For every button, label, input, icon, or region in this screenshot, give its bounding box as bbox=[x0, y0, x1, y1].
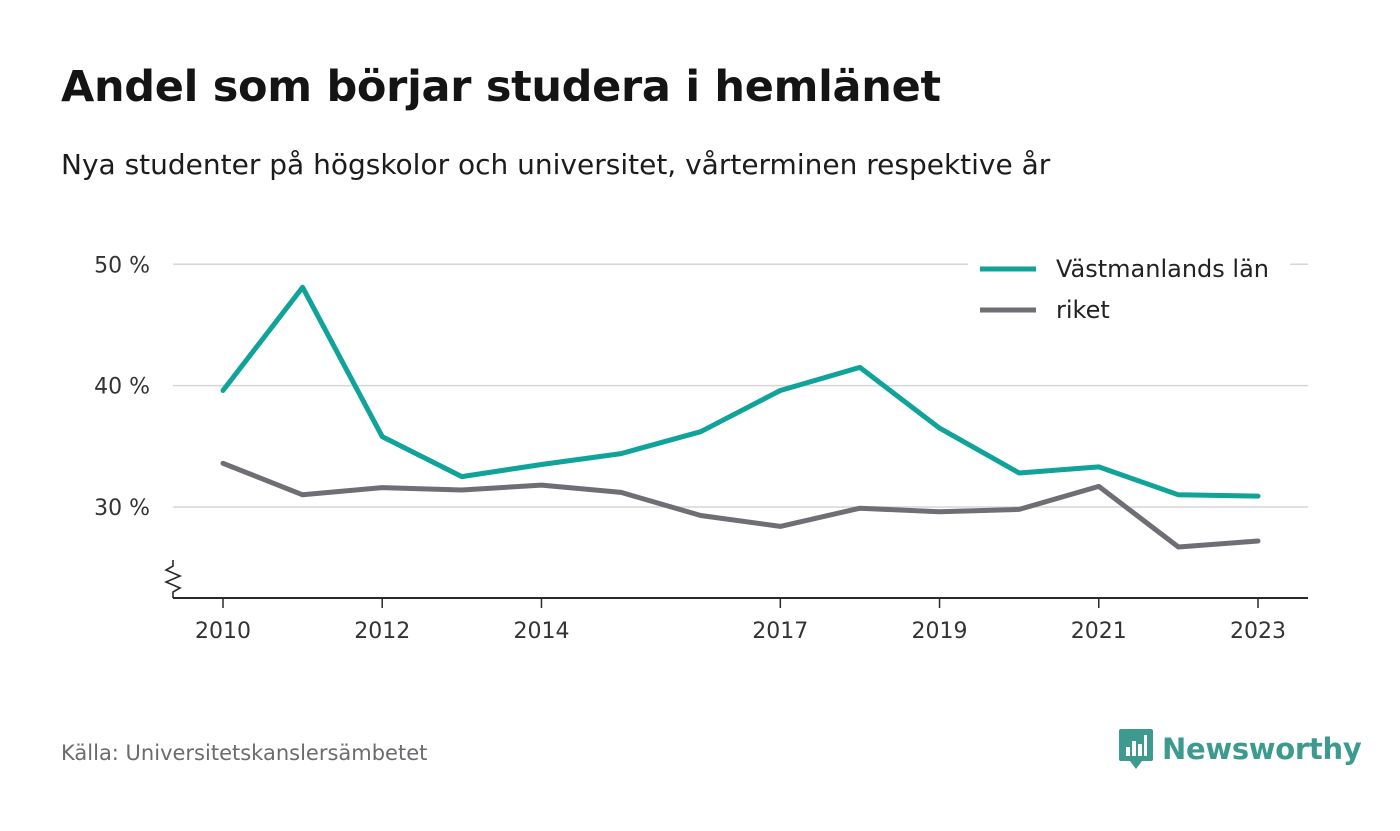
x-tick-label: 2017 bbox=[752, 619, 808, 644]
y-axis-break-icon bbox=[163, 560, 183, 598]
series-line bbox=[220, 284, 1261, 499]
x-tick-label: 2021 bbox=[1071, 619, 1127, 644]
y-tick-label: 30 % bbox=[94, 496, 150, 521]
x-axis bbox=[163, 560, 1308, 599]
y-tick-label: 40 % bbox=[94, 375, 150, 400]
x-axis-ticks: 2010 2012 2014 2017 2019 2021 2023 bbox=[195, 598, 1286, 644]
legend-label: Västmanlands län bbox=[1056, 255, 1269, 283]
chart-title: Andel som börjar studera i hemlänet bbox=[61, 62, 941, 112]
legend-background bbox=[968, 248, 1290, 336]
newsworthy-logo-icon bbox=[1119, 729, 1153, 769]
brand-logo: Newsworthy bbox=[1118, 727, 1362, 771]
legend: Västmanlands län riket bbox=[968, 248, 1290, 336]
y-tick-label: 50 % bbox=[94, 253, 150, 278]
legend-label: riket bbox=[1056, 296, 1110, 324]
x-tick-label: 2010 bbox=[195, 619, 251, 644]
x-tick-label: 2023 bbox=[1230, 619, 1286, 644]
x-tick-label: 2019 bbox=[912, 619, 968, 644]
x-tick-label: 2014 bbox=[513, 619, 569, 644]
y-axis-ticks: 30 % 40 % 50 % bbox=[94, 253, 150, 521]
series-line bbox=[220, 460, 1261, 550]
brand-name: Newsworthy bbox=[1162, 732, 1362, 766]
source-note: Källa: Universitetskanslersämbetet bbox=[61, 741, 428, 765]
chart-subtitle: Nya studenter på högskolor och universit… bbox=[61, 148, 1051, 181]
series-lines bbox=[220, 284, 1261, 550]
x-tick-label: 2012 bbox=[354, 619, 410, 644]
